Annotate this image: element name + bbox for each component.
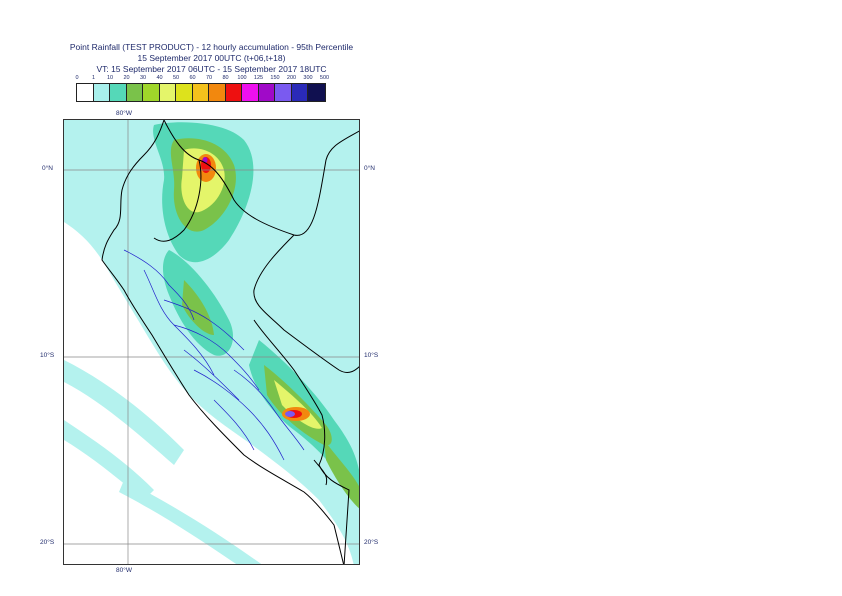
legend-swatch	[143, 84, 160, 101]
rain-heavy-east	[324, 440, 359, 509]
legend-swatch	[176, 84, 193, 101]
offshore-streak	[64, 360, 184, 465]
admin-border	[173, 324, 260, 391]
title-line-2: 15 September 2017 00UTC (t+06,t+18)	[137, 53, 286, 63]
offshore-streak	[64, 160, 154, 195]
lat-label-right-0: 0°N	[364, 165, 375, 172]
legend-label: 150	[270, 75, 280, 81]
coastline	[101, 120, 345, 564]
color-legend: 0 1 10 20 30 40 50 60 70 80 100 125 150 200 300 500	[75, 75, 348, 103]
legend-label: 30	[139, 75, 147, 81]
admin-border	[183, 349, 240, 401]
admin-border	[233, 369, 305, 451]
border-peru-bolivia	[253, 319, 350, 564]
legend-label: 300	[303, 75, 313, 81]
rain-heavy-central	[182, 280, 214, 335]
lon-label-top: 80°W	[116, 110, 132, 117]
legend-label: 1	[91, 75, 96, 81]
legend-swatch	[209, 84, 226, 101]
map-svg	[64, 120, 359, 564]
admin-border	[163, 299, 245, 351]
chart-title: Point Rainfall (TEST PRODUCT) - 12 hourl…	[0, 42, 423, 75]
legend-label: 0	[75, 75, 79, 81]
legend-swatch	[308, 84, 325, 101]
legend-swatch	[159, 84, 176, 101]
lake-titicaca	[313, 459, 328, 486]
legend-swatch	[258, 84, 275, 101]
legend-label: 50	[172, 75, 180, 81]
legend-label: 80	[222, 75, 229, 81]
legend-swatch	[110, 84, 127, 101]
admin-border	[193, 369, 285, 461]
legend-label: 40	[156, 75, 163, 81]
legend-swatch	[192, 84, 209, 101]
legend-swatch	[77, 84, 94, 101]
border-ecuador-peru	[153, 159, 202, 242]
offshore-streak	[119, 480, 262, 564]
rain-very-heavy-southeast	[274, 380, 322, 429]
legend-label: 70	[205, 75, 213, 81]
lon-label-bottom: 80°W	[116, 567, 132, 574]
title-line-1: Point Rainfall (TEST PRODUCT) - 12 hourl…	[69, 42, 354, 52]
lat-label-right-20: 20°S	[364, 539, 379, 546]
admin-border	[213, 399, 255, 451]
legend-swatch	[93, 84, 110, 101]
legend-label: 125	[253, 75, 264, 81]
legend-label: 500	[319, 75, 330, 81]
admin-border	[123, 249, 195, 321]
rainfall-map	[63, 119, 360, 565]
legend-swatch	[275, 84, 292, 101]
legend-label: 100	[237, 75, 247, 81]
rain-peak-southeast	[285, 411, 295, 417]
legend-label: 10	[106, 75, 114, 81]
legend-swatch	[291, 84, 308, 101]
legend-swatch	[225, 84, 242, 101]
legend-label: 60	[189, 75, 196, 81]
title-line-3: VT: 15 September 2017 06UTC - 15 Septemb…	[96, 64, 327, 74]
lat-label-left-20: 20°S	[40, 539, 55, 546]
border-north	[163, 120, 359, 236]
legend-swatch	[242, 84, 259, 101]
legend-swatch	[126, 84, 143, 101]
legend-label: 20	[123, 75, 130, 81]
offshore-streak	[64, 420, 154, 500]
lat-label-left-0: 0°N	[42, 165, 53, 172]
border-peru-brazil	[253, 234, 359, 373]
lat-label-right-10: 10°S	[364, 352, 379, 359]
legend-swatches	[76, 83, 326, 102]
lat-label-left-10: 10°S	[40, 352, 55, 359]
legend-label: 200	[286, 75, 297, 81]
